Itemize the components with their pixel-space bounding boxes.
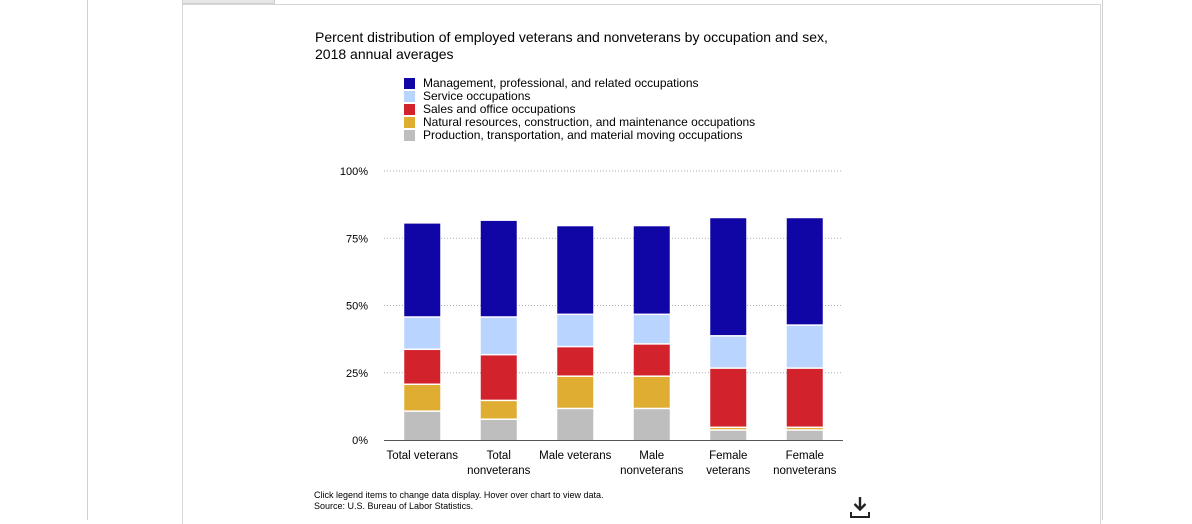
legend-swatch <box>404 91 415 102</box>
legend-item-management[interactable]: Management, professional, and related oc… <box>404 77 755 90</box>
bar-segment[interactable] <box>786 368 823 427</box>
footer-instructions: Click legend items to change data displa… <box>314 490 604 500</box>
bar-segment[interactable] <box>633 315 670 344</box>
bar-segment[interactable] <box>710 430 747 440</box>
y-tick-label: 50% <box>346 301 368 313</box>
bar-segment[interactable] <box>404 350 441 384</box>
legend-swatch <box>404 117 415 128</box>
bar-segment[interactable] <box>786 218 823 325</box>
legend-label: Natural resources, construction, and mai… <box>423 115 756 129</box>
bar-segment[interactable] <box>404 317 441 349</box>
legend-item-production[interactable]: Production, transportation, and material… <box>404 129 755 142</box>
legend-item-sales-office[interactable]: Sales and office occupations <box>404 103 755 116</box>
bar-segment[interactable] <box>786 325 823 368</box>
bar-segment[interactable] <box>710 336 747 368</box>
legend-label: Service occupations <box>423 89 531 103</box>
bar-segment[interactable] <box>633 376 670 408</box>
x-tick-label: Total veterans <box>386 450 458 462</box>
page-left-rule <box>87 0 88 520</box>
bar-segment[interactable] <box>710 218 747 336</box>
legend-item-natural-resources[interactable]: Natural resources, construction, and mai… <box>404 116 755 129</box>
download-button[interactable] <box>847 495 873 519</box>
chart-legend: Management, professional, and related oc… <box>404 77 755 142</box>
legend-swatch <box>404 104 415 115</box>
legend-label: Management, professional, and related oc… <box>423 76 699 90</box>
legend-swatch <box>404 78 415 89</box>
bar-segment[interactable] <box>404 411 441 440</box>
bar-segment[interactable] <box>557 347 594 376</box>
panel-tab[interactable] <box>182 0 275 4</box>
bar-segment[interactable] <box>480 317 517 354</box>
bar-segment[interactable] <box>710 428 747 430</box>
footer-source: Source: U.S. Bureau of Labor Statistics. <box>314 501 474 511</box>
chart-panel <box>182 4 1101 524</box>
chart-title: Percent distribution of employed veteran… <box>315 29 828 62</box>
bar-segment[interactable] <box>480 401 517 419</box>
bar-segment[interactable] <box>633 409 670 440</box>
bar-segment[interactable] <box>633 344 670 376</box>
bar-segment[interactable] <box>557 226 594 314</box>
y-tick-label: 75% <box>346 233 368 245</box>
page-right-rule <box>1102 0 1103 520</box>
legend-item-service[interactable]: Service occupations <box>404 90 755 103</box>
y-tick-label: 25% <box>346 368 368 380</box>
bar-segment[interactable] <box>557 376 594 408</box>
bar-segment[interactable] <box>480 220 517 317</box>
bar-segment[interactable] <box>786 430 823 440</box>
x-tick-label: Male nonveterans <box>620 450 684 477</box>
y-tick-label: 100% <box>340 166 368 178</box>
x-tick-label: Female veterans <box>706 450 750 477</box>
bar-segment[interactable] <box>786 428 823 430</box>
x-tick-label: Male veterans <box>539 450 611 462</box>
chart-footer: Click legend items to change data displa… <box>314 490 603 512</box>
bar-segment[interactable] <box>480 419 517 440</box>
legend-swatch <box>404 130 415 141</box>
bar-segment[interactable] <box>557 315 594 346</box>
x-tick-label: Female nonveterans <box>773 450 837 477</box>
x-tick-label: Total nonveterans <box>467 450 531 477</box>
download-icon <box>850 497 870 518</box>
bar-segment[interactable] <box>557 409 594 440</box>
legend-label: Production, transportation, and material… <box>423 128 743 142</box>
bar-segment[interactable] <box>710 368 747 427</box>
bar-segment[interactable] <box>404 223 441 317</box>
bar-segment[interactable] <box>404 385 441 411</box>
y-tick-label: 0% <box>352 435 368 447</box>
bar-segment[interactable] <box>633 226 670 314</box>
legend-label: Sales and office occupations <box>423 102 576 116</box>
bar-segment[interactable] <box>480 355 517 400</box>
